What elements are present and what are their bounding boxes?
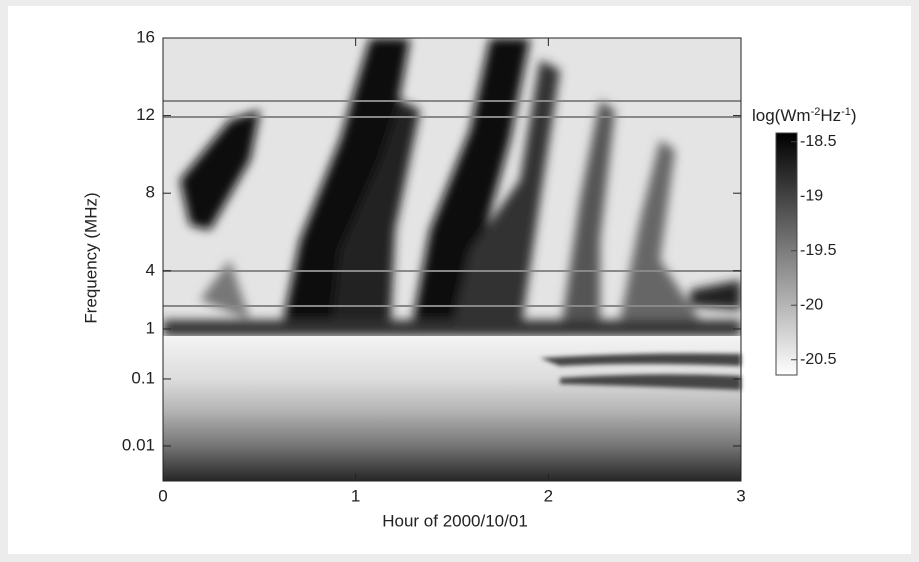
- y-tick-label: 0.01: [122, 435, 155, 454]
- spectrogram: [163, 38, 741, 481]
- y-axis-label: Frequency (MHz): [81, 192, 100, 323]
- x-axis-label: Hour of 2000/10/01: [382, 511, 528, 530]
- colorbar-label-part: ): [851, 106, 857, 125]
- y-tick-label: 12: [136, 105, 155, 124]
- x-tick-label: 1: [351, 486, 360, 505]
- colorbar-tick-label: -19.5: [800, 242, 837, 259]
- colorbar-label-part: Hz: [820, 106, 841, 125]
- colorbar-label-part: log(Wm: [752, 106, 811, 125]
- y-tick-label: 4: [146, 260, 155, 279]
- colorbar-label-part: -2: [811, 106, 821, 118]
- colorbar-tick-label: -20: [800, 296, 823, 313]
- colorbar-tick-label: -18.5: [800, 133, 837, 150]
- y-tick-label: 8: [146, 183, 155, 202]
- y-tick-label: 1: [146, 318, 155, 337]
- colorbar-tick-label: -19: [800, 187, 823, 204]
- colorbar-tick-label: -20.5: [800, 351, 837, 368]
- colorbar-label-part: -1: [841, 106, 851, 118]
- colorbar: [776, 133, 797, 375]
- x-tick-label: 0: [158, 486, 167, 505]
- chart: Hour of 2000/10/01 Frequency (MHz) log(W…: [0, 0, 919, 562]
- x-tick-label: 3: [736, 486, 745, 505]
- colorbar-label: log(Wm-2Hz-1): [752, 106, 857, 126]
- x-tick-label: 2: [544, 486, 553, 505]
- y-tick-label: 0.1: [131, 368, 155, 387]
- y-tick-label: 16: [136, 27, 155, 46]
